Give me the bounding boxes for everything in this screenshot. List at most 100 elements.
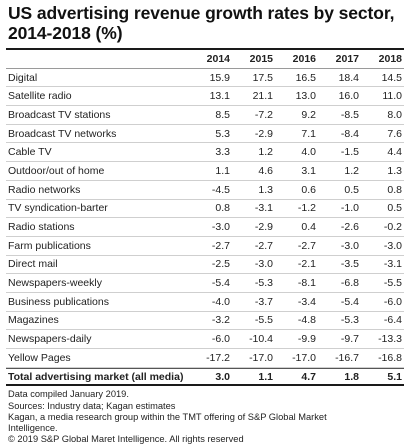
- value-cell-2014: 8.5: [215, 108, 230, 121]
- value-cell-2016: 0.4: [301, 221, 316, 234]
- value-cell-2015: -17.0: [249, 351, 273, 364]
- value-cell-2018: 11.0: [382, 90, 402, 103]
- value-cell-2015: -2.9: [254, 221, 273, 234]
- value-cell-2014: -4.5: [211, 183, 230, 196]
- value-cell-2018: 0.5: [387, 202, 402, 215]
- row-label: Cable TV: [8, 146, 52, 159]
- row-label: Business publications: [8, 295, 109, 308]
- value-cell-2018: -6.0: [383, 295, 402, 308]
- table-row: Farm publications -2.7 -2.7 -2.7 -3.0 -3.0: [6, 237, 404, 256]
- table-row: Newspapers-weekly -5.4 -5.3 -8.1 -6.8 -5.5: [6, 274, 404, 293]
- table-row: Yellow Pages -17.2 -17.0 -17.0 -16.7 -16.8: [6, 349, 404, 368]
- header-year-2016: 2016: [292, 52, 316, 65]
- note-sources: Sources: Industry data; Kagan estimates: [8, 400, 176, 411]
- value-cell-2016: -9.9: [297, 333, 316, 346]
- table-row: Newspapers-daily -6.0 -10.4 -9.9 -9.7 -13.3: [6, 330, 404, 349]
- row-label: Broadcast TV networks: [8, 127, 117, 140]
- total-label: Total advertising market (all media): [8, 370, 184, 383]
- value-cell-2017: -9.7: [340, 333, 359, 346]
- value-cell-2018: -3.0: [383, 239, 402, 252]
- value-cell-2017: -8.5: [340, 108, 359, 121]
- table-body: Digital 15.9 17.5 16.5 18.4 14.5 Satellite rad…: [6, 69, 404, 368]
- value-cell-2017: -6.8: [340, 277, 359, 290]
- value-cell-2014: -3.2: [211, 314, 230, 327]
- table-row: TV syndication-barter 0.8 -3.1 -1.2 -1.0 0.5: [6, 200, 404, 219]
- value-cell-2014: 13.1: [209, 90, 230, 103]
- value-cell-2017: 1.2: [344, 164, 359, 177]
- value-cell-2017: -2.6: [340, 221, 359, 234]
- value-cell-2017: -3.5: [340, 258, 359, 271]
- row-label: Yellow Pages: [8, 351, 71, 364]
- header-year-2018: 2018: [378, 52, 402, 65]
- value-cell-2015: -2.9: [254, 127, 273, 140]
- value-cell-2017: 18.4: [338, 71, 359, 84]
- value-cell-2018: 0.8: [387, 183, 402, 196]
- value-cell-2015: 4.6: [258, 164, 273, 177]
- header-year-2017: 2017: [335, 52, 359, 65]
- note-copyright: © 2019 S&P Global Maret Intelligence. Al…: [8, 434, 244, 445]
- value-cell-2015: 21.1: [252, 90, 273, 103]
- row-label: Digital: [8, 71, 38, 84]
- value-cell-2014: 1.1: [215, 164, 230, 177]
- value-cell-2015: -3.0: [254, 258, 273, 271]
- value-cell-2014: -3.0: [211, 221, 230, 234]
- table-row: Magazines -3.2 -5.5 -4.8 -5.3 -6.4: [6, 312, 404, 331]
- value-cell-2016: -4.8: [297, 314, 316, 327]
- value-cell-2018: -0.2: [383, 221, 402, 234]
- row-label: Satellite radio: [8, 90, 72, 103]
- value-cell-2015: -5.3: [254, 277, 273, 290]
- header-year-2015: 2015: [249, 52, 273, 65]
- row-label: Farm publications: [8, 239, 91, 252]
- value-cell-2015: -10.4: [249, 333, 273, 346]
- value-cell-2016: 16.5: [295, 71, 316, 84]
- table-row: Broadcast TV networks 5.3 -2.9 7.1 -8.4 7.6: [6, 125, 404, 144]
- value-cell-2017: -3.0: [340, 239, 359, 252]
- value-cell-2018: -3.1: [383, 258, 402, 271]
- note-data-compiled: Data compiled January 2019.: [8, 389, 129, 400]
- chart-title: US advertising revenue growth rates by s…: [8, 3, 395, 43]
- table-row: Digital 15.9 17.5 16.5 18.4 14.5: [6, 69, 404, 88]
- row-label: Magazines: [8, 314, 59, 327]
- value-cell-2016: -2.1: [297, 258, 316, 271]
- value-cell-2016: 7.1: [301, 127, 316, 140]
- value-cell-2018: 14.5: [381, 71, 402, 84]
- table-row: Direct mail -2.5 -3.0 -2.1 -3.5 -3.1: [6, 256, 404, 275]
- total-value-2015: 1.1: [258, 370, 273, 383]
- value-cell-2018: 4.4: [387, 146, 402, 159]
- value-cell-2015: 1.3: [258, 183, 273, 196]
- value-cell-2014: -4.0: [211, 295, 230, 308]
- value-cell-2014: -17.2: [206, 351, 230, 364]
- value-cell-2016: 3.1: [301, 164, 316, 177]
- value-cell-2016: -3.4: [297, 295, 316, 308]
- value-cell-2018: 8.0: [387, 108, 402, 121]
- table-row: Satellite radio 13.1 21.1 13.0 16.0 11.0: [6, 87, 404, 107]
- table-header-row: 2014 2015 2016 2017 2018: [6, 50, 404, 69]
- value-cell-2014: 3.3: [215, 146, 230, 159]
- total-value-2016: 4.7: [301, 370, 316, 383]
- value-cell-2016: -2.7: [297, 239, 316, 252]
- value-cell-2015: 17.5: [252, 71, 273, 84]
- value-cell-2015: 1.2: [258, 146, 273, 159]
- value-cell-2016: 0.6: [301, 183, 316, 196]
- value-cell-2015: -5.5: [254, 314, 273, 327]
- total-value-2018: 5.1: [387, 370, 402, 383]
- value-cell-2014: -6.0: [211, 333, 230, 346]
- value-cell-2017: 0.5: [344, 183, 359, 196]
- row-label: Outdoor/out of home: [8, 164, 105, 177]
- table-row: Cable TV 3.3 1.2 4.0 -1.5 4.4: [6, 143, 404, 163]
- value-cell-2015: -7.2: [254, 108, 273, 121]
- note-kagan: Kagan, a media research group within the…: [8, 411, 327, 422]
- row-label: Broadcast TV stations: [8, 108, 111, 121]
- value-cell-2017: 16.0: [338, 90, 359, 103]
- value-cell-2017: -1.0: [340, 202, 359, 215]
- row-label: Newspapers-weekly: [8, 277, 102, 290]
- value-cell-2017: -5.3: [340, 314, 359, 327]
- value-cell-2017: -16.7: [335, 351, 359, 364]
- table-row: Outdoor/out of home 1.1 4.6 3.1 1.2 1.3: [6, 162, 404, 181]
- value-cell-2017: -8.4: [340, 127, 359, 140]
- row-label: Radio stations: [8, 221, 75, 234]
- value-cell-2016: -17.0: [292, 351, 316, 364]
- value-cell-2016: -8.1: [297, 277, 316, 290]
- table-row: Radio stations -3.0 -2.9 0.4 -2.6 -0.2: [6, 218, 404, 237]
- row-label: Newspapers-daily: [8, 333, 92, 346]
